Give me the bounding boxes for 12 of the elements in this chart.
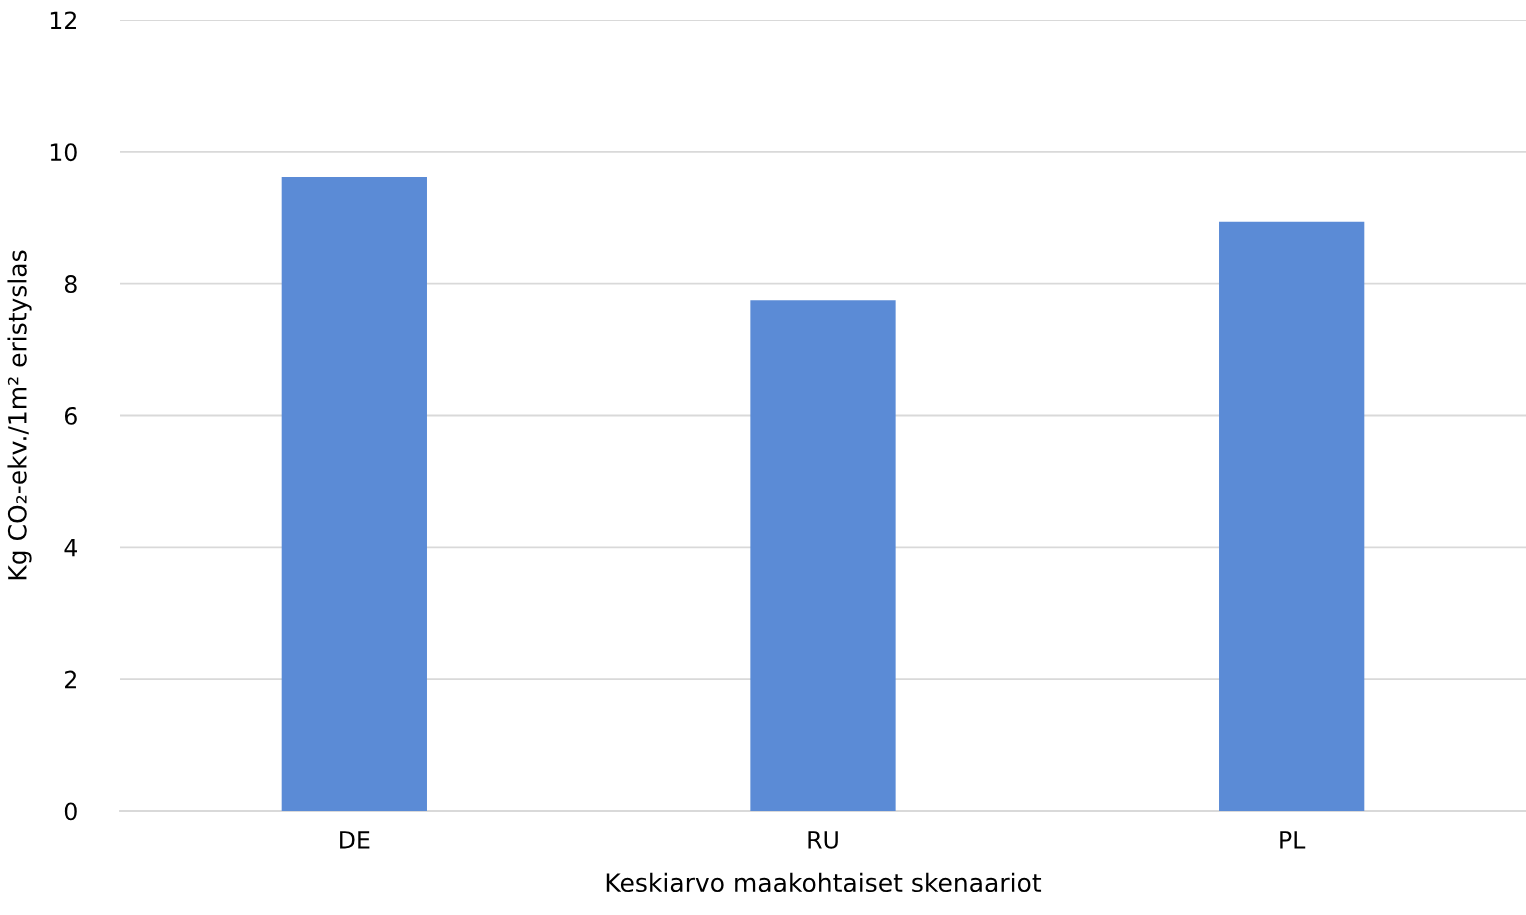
- y-tick-label: 6: [64, 406, 77, 425]
- y-tick-label: 0: [64, 802, 77, 821]
- y-axis-title: Kg CO₂-ekv./1m² eristyslas: [7, 250, 32, 580]
- y-tick-label: 12: [50, 11, 76, 29]
- y-tick-label: 8: [64, 275, 77, 293]
- x-tick-label: DE: [340, 831, 370, 849]
- x-axis-title: Keskiarvo maakohtaiset skenaariot: [606, 872, 1042, 893]
- x-tick-label: PL: [1280, 831, 1306, 849]
- y-tick-label: 4: [64, 539, 78, 557]
- y-tick-label: 10: [50, 143, 77, 162]
- y-tick-label: 2: [65, 670, 76, 689]
- x-tick-label: RU: [808, 831, 838, 849]
